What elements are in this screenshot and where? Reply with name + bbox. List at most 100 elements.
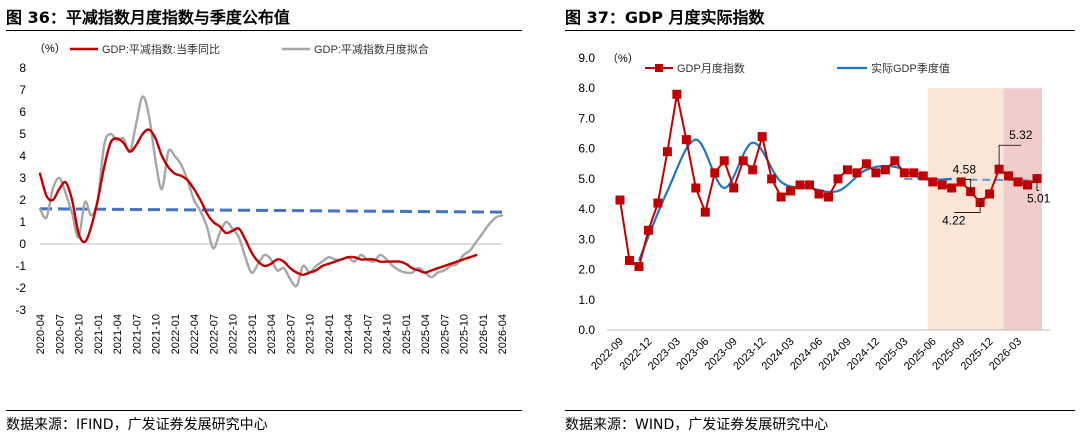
series-marker	[928, 177, 938, 187]
y-tick-label: 5.0	[578, 172, 595, 186]
y-tick-label: 8.0	[578, 81, 595, 95]
series-marker	[1004, 171, 1014, 181]
y-tick-label: 7	[19, 83, 26, 97]
y-tick-label: 2.0	[578, 263, 595, 277]
series-marker	[729, 183, 739, 193]
series-marker	[710, 168, 720, 178]
y-tick-label: -3	[15, 303, 26, 317]
legend-label-quarterly: GDP:平减指数:当季同比	[102, 42, 220, 56]
y-tick-label: 9.0	[578, 51, 595, 65]
x-tick-label: 2026-01	[478, 314, 490, 354]
x-tick-label: 2023-10	[305, 314, 317, 354]
legend-label-monthly: GDP月度指数	[677, 61, 745, 75]
y-tick-label: 4	[19, 149, 26, 163]
source-right: 数据来源：WIND，广发证券发展研究中心	[565, 417, 829, 433]
series-marker	[776, 192, 786, 202]
x-tick-label: 2021-04	[112, 314, 124, 354]
legend-label-monthly-fit: GDP:平减指数月度拟合	[314, 42, 429, 56]
chart-deflator: （%） 8 7 6 5 4 3 2 1 0 -1 -2 -3 2020-04 2020-07 2020-10 2…	[15, 42, 509, 354]
series-marker	[767, 174, 777, 184]
series-line-quarterly-gdp	[637, 138, 952, 261]
shaded-region	[1003, 88, 1042, 330]
x-tick-label: 2022-01	[170, 314, 182, 354]
series-marker	[824, 192, 833, 202]
y-tick-label: 1.0	[578, 293, 595, 307]
x-tick-label: 2023-04	[266, 314, 278, 354]
data-label: 4.22	[942, 213, 966, 227]
x-tick-label: 2025-04	[420, 314, 432, 354]
x-tick-label: 2025-10	[459, 314, 471, 354]
y-tick-label: 8	[19, 61, 26, 75]
x-tick-label: 2024-04	[343, 314, 355, 354]
y-tick-label: 0	[19, 237, 26, 251]
series-marker	[738, 156, 748, 166]
y-tick-label: 7.0	[578, 111, 595, 125]
y-tick-label: 3.0	[578, 232, 595, 246]
x-tick-label: 2024-07	[362, 314, 374, 354]
y-tick-label: 2	[19, 193, 26, 207]
series-marker	[1013, 177, 1023, 187]
source-left: 数据来源：IFIND，广发证券发展研究中心	[6, 417, 268, 433]
x-tick-label: 2022-04	[189, 314, 201, 354]
chart-gdp-monthly: （%）9.08.07.06.05.04.03.02.01.00.02022-09…	[578, 51, 1051, 373]
y-tick-label: 4.0	[578, 202, 595, 216]
annotation-leader	[954, 202, 981, 213]
series-marker	[861, 159, 871, 169]
series-marker	[662, 147, 672, 157]
annotation-leader	[964, 179, 972, 192]
y-tick-label: 1	[19, 215, 26, 229]
series-marker	[871, 168, 881, 178]
series-marker	[842, 165, 852, 175]
reference-dashed-line	[39, 207, 503, 214]
title-rule-right	[565, 30, 1075, 31]
series-line-quarterly	[38, 128, 478, 276]
x-tick-label: 2023-07	[285, 314, 297, 354]
data-label: 5.01	[1027, 192, 1051, 206]
y-tick-label: -1	[15, 259, 26, 273]
x-tick-label: 2023-01	[247, 314, 259, 354]
unit-label: （%）	[607, 52, 639, 65]
series-marker	[937, 180, 947, 190]
y-tick-label: 5	[19, 127, 26, 141]
shaded-region	[927, 88, 1005, 330]
y-tick-label: 6	[19, 105, 26, 119]
series-marker	[615, 195, 625, 205]
y-tick-label: -2	[15, 281, 26, 295]
data-label: 5.32	[1009, 128, 1033, 142]
x-tick-label: 2026-04	[497, 314, 509, 354]
series-marker	[653, 198, 663, 208]
series-marker	[757, 132, 767, 142]
series-marker	[909, 168, 919, 178]
x-tick-label: 2021-10	[151, 314, 163, 354]
x-tick-label: 2020-07	[54, 314, 66, 354]
series-marker	[1023, 180, 1033, 190]
chart-title-right: 图 37：GDP 月度实际指数	[565, 8, 765, 27]
series-marker	[852, 168, 862, 178]
x-tick-label: 2020-10	[74, 314, 86, 354]
x-tick-label: 2022-10	[228, 314, 240, 354]
series-marker	[956, 177, 966, 187]
series-marker	[786, 186, 796, 196]
series-marker	[719, 156, 729, 166]
series-marker	[918, 171, 928, 181]
series-marker	[814, 189, 824, 199]
series-marker	[899, 168, 909, 178]
series-marker	[672, 89, 682, 99]
legend-marker-monthly	[655, 64, 663, 72]
x-tick-label: 2025-07	[439, 314, 451, 354]
x-tick-label: 2025-01	[401, 314, 413, 354]
series-marker	[795, 180, 805, 190]
source-rule-left	[6, 410, 522, 411]
x-tick-label: 2024-10	[382, 314, 394, 354]
series-marker	[748, 165, 758, 175]
legend-label-quarterly: 实际GDP季度值	[871, 61, 950, 75]
series-marker	[833, 174, 843, 184]
x-tick-label: 2021-01	[93, 314, 105, 354]
data-label: 4.58	[953, 163, 977, 177]
series-marker	[890, 156, 900, 166]
series-marker	[634, 262, 644, 272]
x-tick-label: 2020-04	[35, 314, 47, 354]
y-tick-label: 6.0	[578, 142, 595, 156]
chart-title-left: 图 36：平减指数月度指数与季度公布值	[6, 8, 290, 27]
